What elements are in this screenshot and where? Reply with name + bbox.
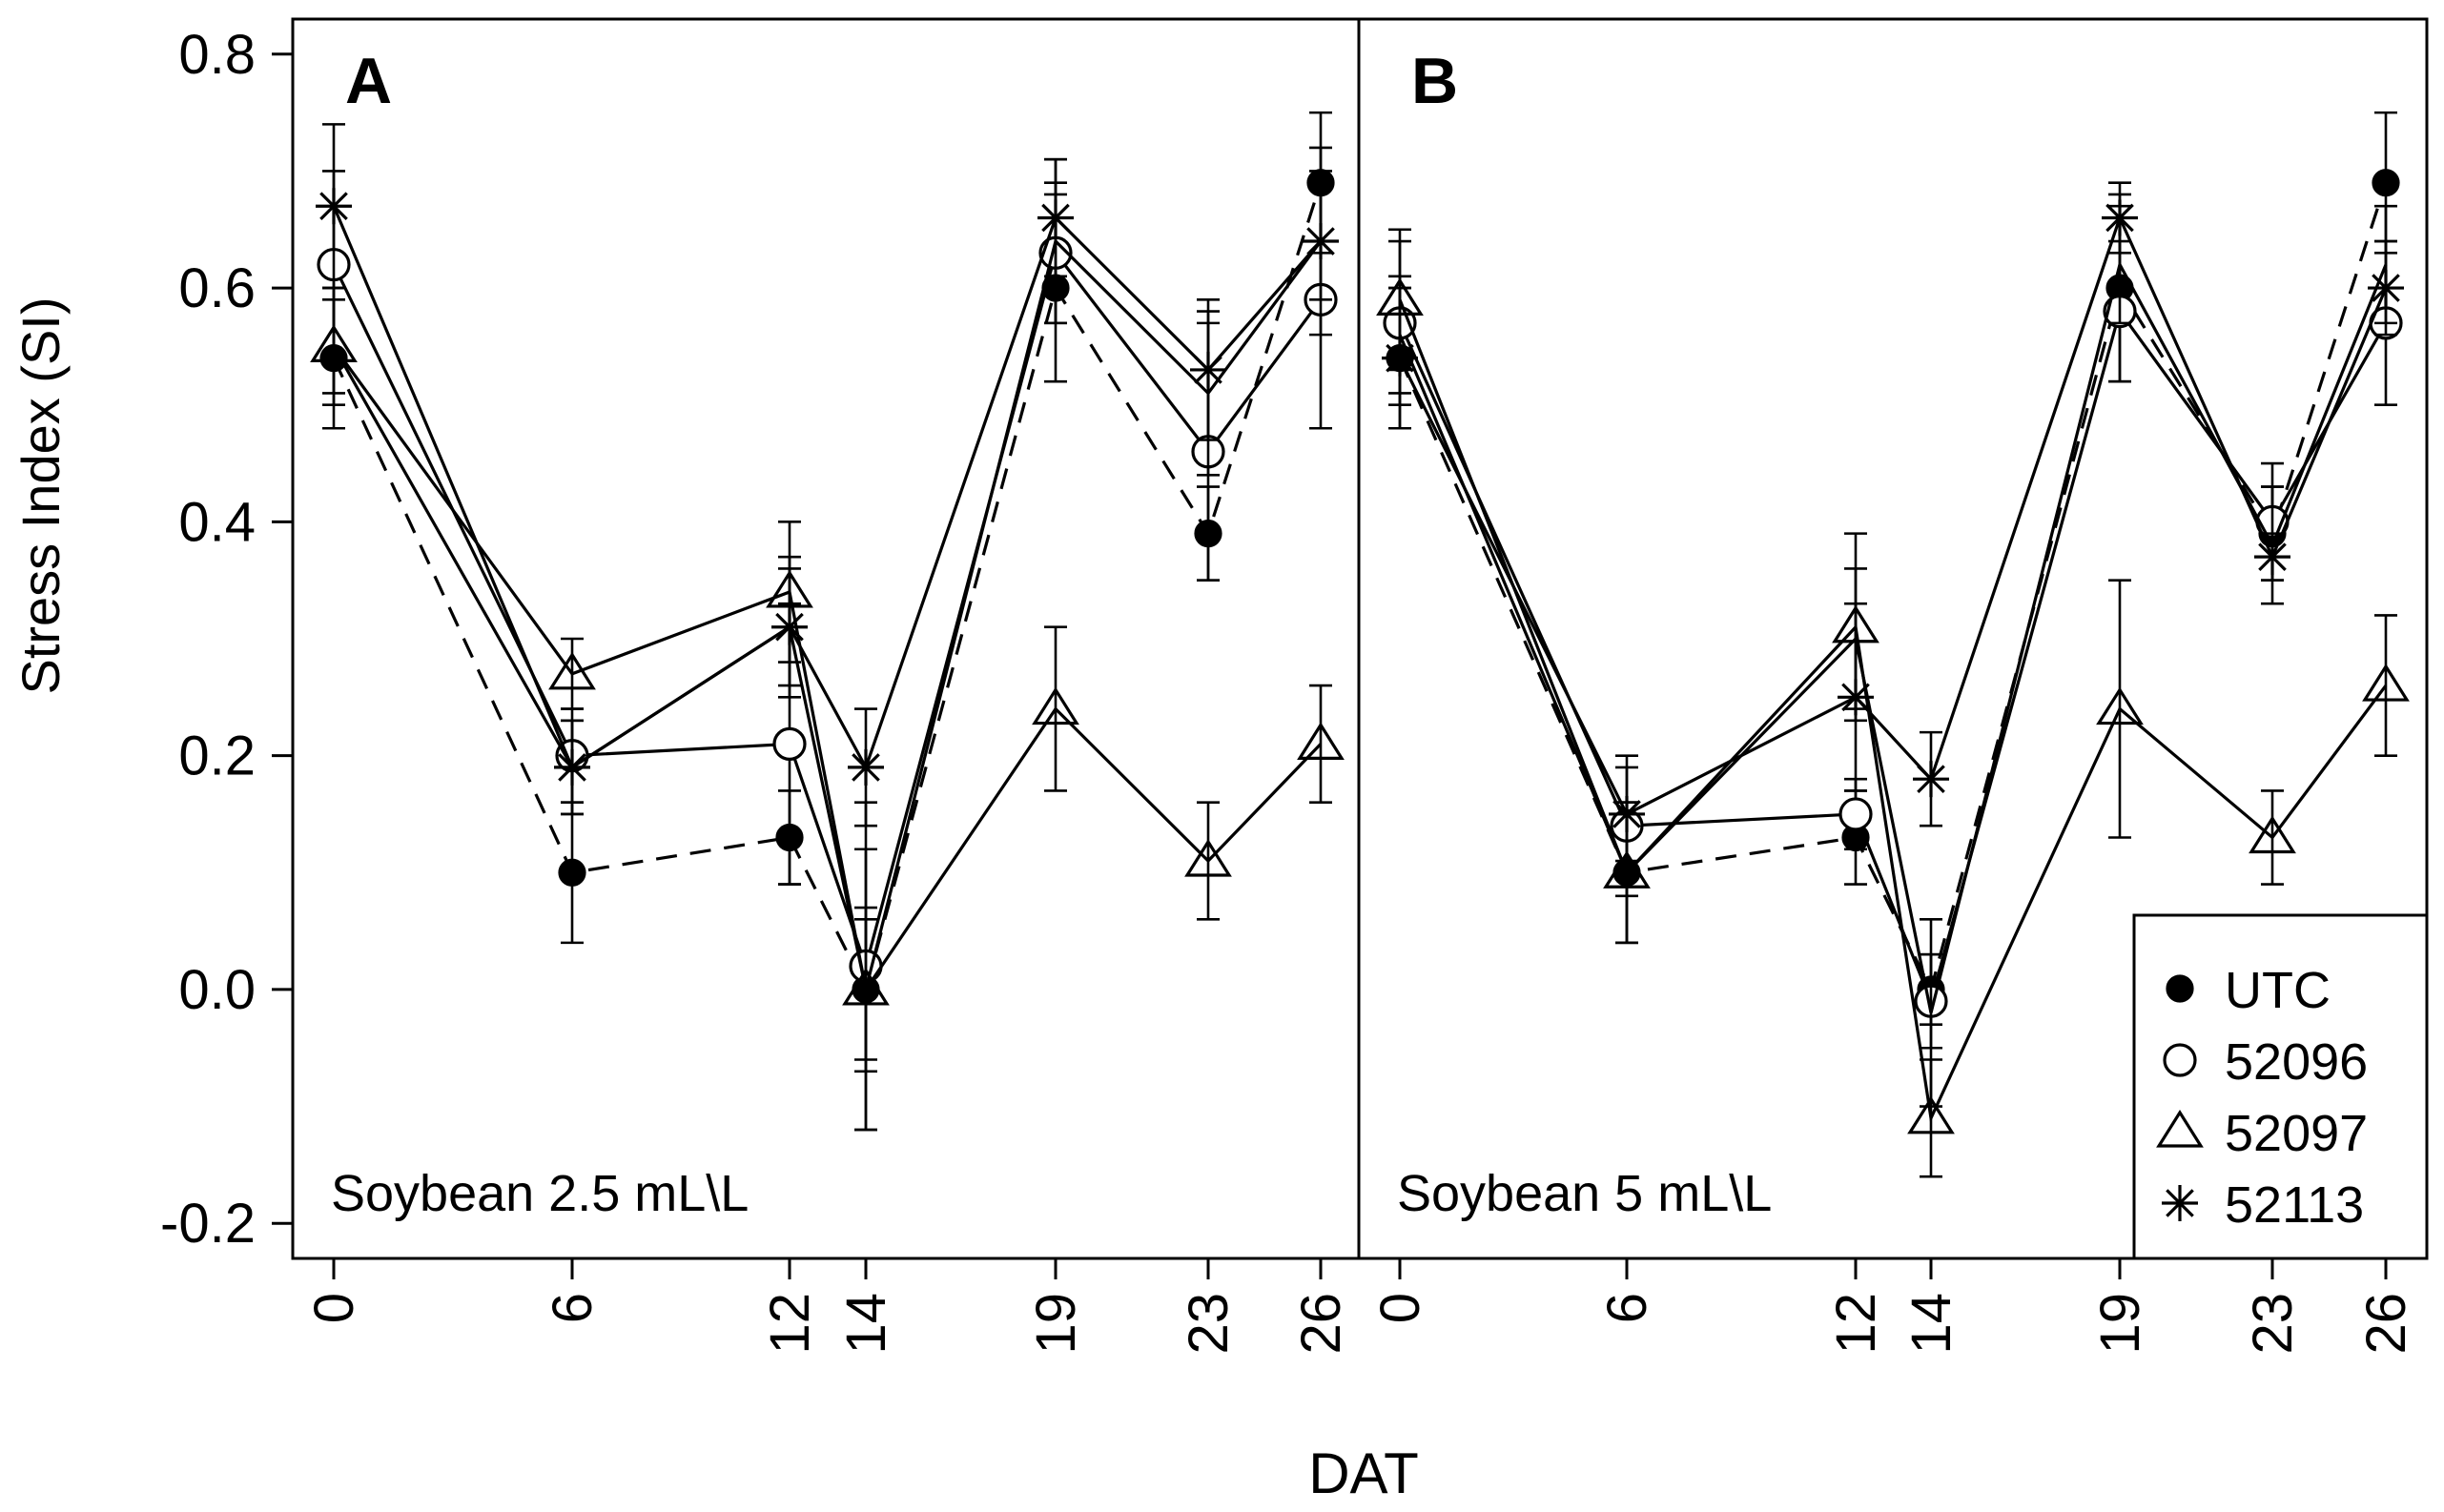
panel-letter-b: B <box>1411 45 1458 117</box>
axes-layer <box>272 17 2429 1279</box>
point-52113 <box>771 608 808 645</box>
asterisk-stroke <box>1917 765 1945 793</box>
point-52097 <box>2362 664 2410 702</box>
point-52113 <box>1609 795 1645 832</box>
legend-label: 52113 <box>2225 1176 2364 1234</box>
point-utc <box>558 858 586 887</box>
x-tick-label: 0 <box>1369 1293 1431 1323</box>
point-utc <box>2372 169 2400 197</box>
legend-label: 52097 <box>2225 1105 2368 1162</box>
asterisk-stroke <box>2166 1189 2194 1217</box>
series-line <box>332 182 1323 994</box>
point-52113 <box>1913 761 1949 798</box>
series-line <box>1398 260 2388 1013</box>
x-tick-label: 26 <box>1290 1293 1352 1355</box>
series-line <box>1398 214 2388 817</box>
series-52096 <box>317 170 1338 1132</box>
series-line <box>332 205 1323 771</box>
series-52097 <box>322 157 1332 1132</box>
point-52096 <box>1838 797 1873 831</box>
panel-label: Soybean 5 mL\L <box>1397 1165 1772 1222</box>
asterisk-stroke <box>1612 800 1641 828</box>
point-52113 <box>2254 539 2290 576</box>
text-layer: Stress Index (SI) DAT -0.2 0.0 0.2 0.4 0.6 0.… <box>10 24 2417 1505</box>
y-tick-label: -0.2 <box>160 1193 256 1255</box>
panel-b <box>1376 111 2410 1178</box>
x-tick-label: 26 <box>2355 1293 2417 1355</box>
asterisk-stroke <box>1386 343 1414 373</box>
x-tick-label: 14 <box>1900 1293 1962 1355</box>
legend-label: UTC <box>2225 962 2331 1019</box>
x-tick-label: 12 <box>1825 1293 1887 1355</box>
asterisk-stroke <box>1041 203 1070 233</box>
series-UTC <box>1386 111 2400 1027</box>
y-tick-label: 0.0 <box>178 959 256 1021</box>
y-tick-label: 0.6 <box>178 257 256 319</box>
point-52097 <box>1297 722 1345 760</box>
point-52113 <box>1382 339 1418 377</box>
point-52113 <box>316 188 352 225</box>
x-tick-label: 23 <box>1178 1293 1240 1355</box>
panel-label: Soybean 2.5 mL\L <box>331 1165 749 1222</box>
x-tick-label: 0 <box>303 1293 365 1323</box>
asterisk-stroke <box>775 612 804 642</box>
y-tick-label: 0.8 <box>178 24 256 86</box>
series-52097 <box>310 286 1345 1061</box>
series-52113 <box>316 123 1339 828</box>
point-52113 <box>848 748 884 786</box>
asterisk-stroke <box>2372 274 2400 302</box>
asterisk-stroke <box>558 753 586 782</box>
point-52097 <box>1032 686 1079 725</box>
series-line <box>332 237 1323 991</box>
panel-a <box>310 111 1345 1132</box>
y-tick-label: 0.4 <box>178 491 256 553</box>
point-52113 <box>2102 199 2138 236</box>
x-tick-label: 6 <box>542 1293 604 1323</box>
series-52113 <box>1382 181 2404 863</box>
series-line <box>332 345 1323 994</box>
asterisk-stroke <box>2258 542 2287 571</box>
point-52113 <box>1037 199 1074 236</box>
point-utc <box>2166 974 2194 1003</box>
point-52113 <box>2368 270 2404 307</box>
point-52113 <box>2162 1185 2198 1221</box>
point-52097 <box>1184 839 1232 877</box>
point-52113 <box>1303 223 1339 260</box>
asterisk-stroke <box>852 753 880 782</box>
legend-box <box>2132 913 2429 1260</box>
point-52113 <box>554 748 590 786</box>
point-52097 <box>2096 686 2144 725</box>
point-52097 <box>1907 1095 1955 1134</box>
x-tick-label: 14 <box>835 1293 897 1355</box>
x-tick-label: 23 <box>2242 1293 2304 1355</box>
legend-label: 52096 <box>2225 1033 2368 1091</box>
asterisk-stroke <box>2105 203 2134 233</box>
x-axis-title: DAT <box>1308 1441 1419 1505</box>
legend: UTC 52096 52097 52113 <box>2132 913 2429 1260</box>
point-52097 <box>2249 815 2296 854</box>
asterisk-stroke <box>1194 356 1222 384</box>
y-tick-label: 0.2 <box>178 725 256 787</box>
y-axis-title: Stress Index (SI) <box>10 296 71 694</box>
panel-frame-b <box>1357 17 2429 1260</box>
point-52113 <box>1190 351 1226 388</box>
x-tick-label: 6 <box>1596 1293 1658 1323</box>
x-tick-label: 19 <box>1025 1293 1087 1355</box>
asterisk-stroke <box>1841 683 1870 712</box>
point-52097 <box>2156 1109 2204 1148</box>
x-tick-label: 12 <box>759 1293 821 1355</box>
asterisk-stroke <box>319 192 348 221</box>
panel-frame-a <box>291 17 1361 1260</box>
point-52097 <box>548 651 596 690</box>
series-layer: UTC 52096 52097 52113 <box>310 111 2429 1260</box>
panel-letter-a: A <box>345 45 392 117</box>
x-tick-label: 19 <box>2089 1293 2151 1355</box>
point-52096 <box>2163 1043 2197 1077</box>
point-52113 <box>1838 679 1874 716</box>
asterisk-stroke <box>1306 227 1335 255</box>
point-52096 <box>772 726 807 761</box>
